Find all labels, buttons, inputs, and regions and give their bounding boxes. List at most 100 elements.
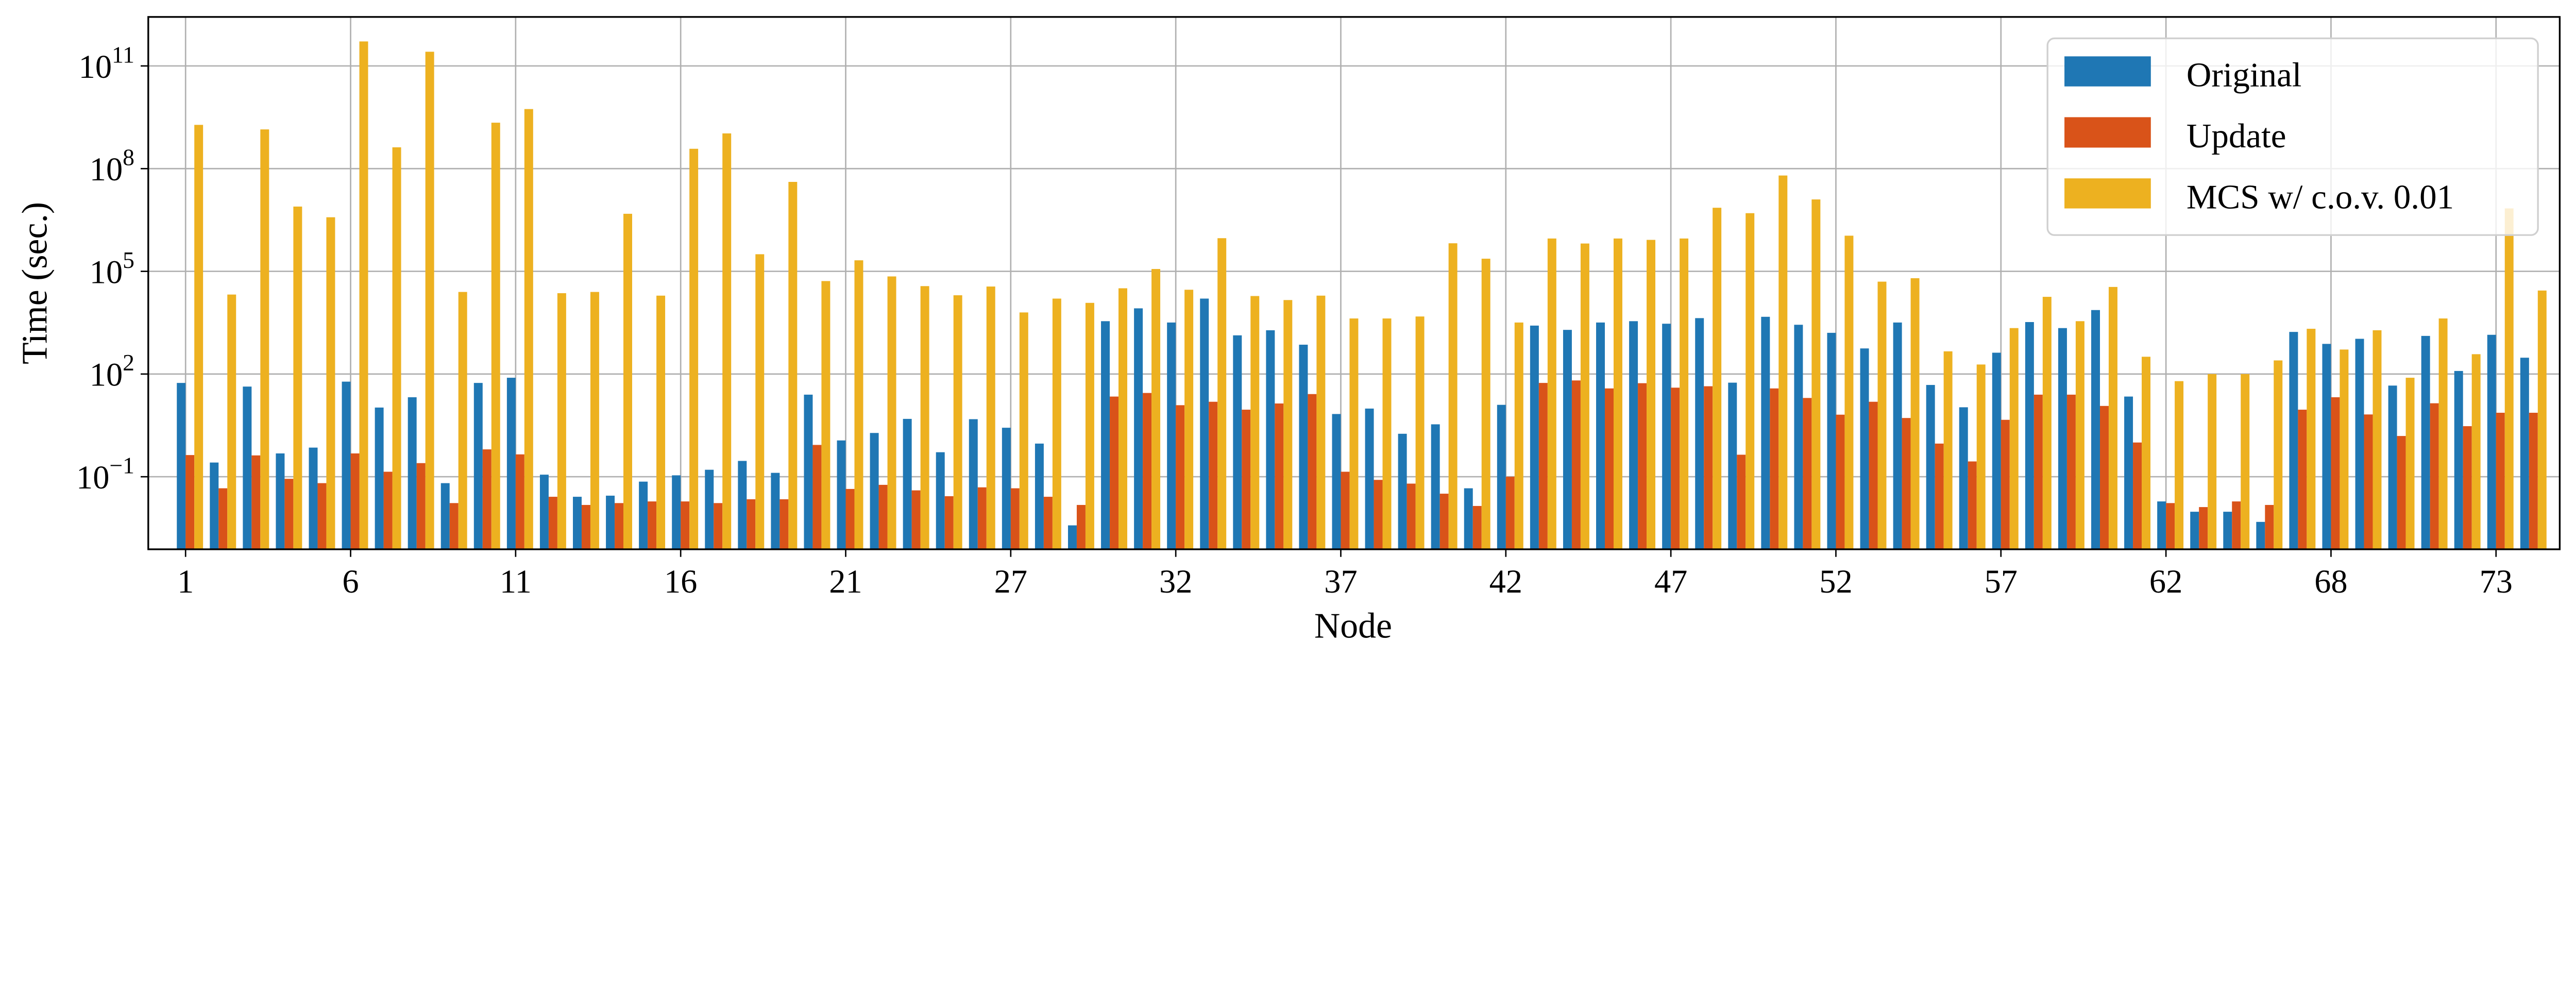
bar-original: [1992, 352, 2001, 550]
bar-update: [1374, 480, 1383, 550]
bar-update: [185, 455, 195, 550]
bar-mcs: [1151, 269, 1161, 550]
bar-update: [416, 463, 426, 550]
bar-original: [1464, 488, 1473, 550]
bar-original: [2190, 512, 2199, 550]
bar-update: [548, 497, 557, 550]
bar-original: [837, 440, 846, 550]
bar-mcs: [689, 148, 699, 550]
bar-mcs: [2372, 330, 2382, 550]
y-axis-label: Time (sec.): [15, 202, 55, 364]
bar-original: [738, 461, 747, 550]
bar-mcs: [722, 133, 732, 550]
bar-update: [1010, 488, 1020, 550]
bar-original: [1629, 321, 1638, 550]
bar-original: [2388, 385, 2397, 550]
bar-mcs: [392, 147, 401, 550]
bar-original: [1530, 325, 1539, 550]
bar-original: [1497, 404, 1506, 550]
bar-update: [1902, 418, 1911, 550]
bar-update: [1176, 405, 1185, 550]
bar-update: [2298, 410, 2307, 550]
bar-mcs: [1910, 278, 1920, 550]
bar-original: [1332, 414, 1341, 550]
legend: Original Update MCS w/ c.o.v. 0.01: [2046, 37, 2539, 236]
bar-mcs: [2471, 354, 2481, 550]
x-tick-label: 1: [177, 563, 194, 600]
bar-mcs: [1680, 238, 1689, 550]
bar-mcs: [2340, 349, 2349, 550]
bar-mcs: [1316, 295, 1326, 550]
bar-original: [1035, 443, 1044, 550]
bar-original: [573, 497, 582, 550]
bar-mcs: [1514, 322, 1523, 550]
bar-original: [1827, 332, 1836, 550]
bar-update: [845, 488, 855, 550]
bar-mcs: [590, 292, 599, 550]
bar-update: [1968, 461, 1977, 550]
bar-update: [2496, 413, 2505, 550]
bar-update: [1043, 497, 1053, 550]
bar-mcs: [2504, 208, 2514, 550]
bar-mcs: [2009, 328, 2019, 550]
plot-frame: [147, 16, 2561, 550]
bar-original: [2223, 512, 2232, 550]
bar-mcs: [623, 213, 632, 550]
bar-original: [2421, 335, 2430, 550]
bar-update: [878, 484, 888, 550]
bar-original: [936, 452, 945, 550]
x-tick-label: 6: [342, 563, 359, 600]
legend-swatch-mcs: [2064, 178, 2151, 209]
bar-original: [1794, 325, 1803, 550]
bar-mcs: [1811, 199, 1821, 550]
bar-original: [375, 407, 384, 550]
bar-update: [1209, 401, 1218, 550]
bar-update: [1242, 410, 1251, 550]
legend-swatch-original: [2064, 56, 2151, 87]
bar-update: [581, 504, 590, 550]
bar-update: [2265, 504, 2274, 550]
bar-mcs: [1647, 240, 1656, 550]
bar-mcs: [1415, 316, 1425, 550]
x-tick-label: 62: [2149, 563, 2182, 600]
bar-mcs: [326, 217, 335, 550]
bar-mcs: [854, 260, 863, 550]
bar-mcs: [986, 286, 995, 550]
bar-mcs: [1217, 238, 1227, 550]
bar-update: [1472, 505, 1482, 550]
bar-update: [251, 455, 261, 550]
bar-mcs: [1613, 238, 1622, 550]
y-tick-label: 105: [90, 247, 134, 291]
bar-mcs: [1052, 298, 1061, 550]
bar-mcs: [1943, 351, 1953, 550]
x-tick-label: 57: [1985, 563, 2018, 600]
legend-label-original: Original: [2187, 56, 2302, 94]
bar-mcs: [1580, 243, 1589, 550]
bar-update: [2232, 501, 2241, 550]
bar-mcs: [887, 276, 896, 550]
bar-original: [804, 394, 813, 550]
bar-original: [1134, 308, 1143, 550]
bar-mcs: [2241, 374, 2250, 550]
bar-original: [276, 453, 285, 550]
bar-mcs: [2208, 374, 2217, 550]
legend-label-mcs: MCS w/ c.o.v. 0.01: [2187, 178, 2454, 216]
bar-update: [2099, 406, 2109, 550]
bar-mcs: [2307, 329, 2316, 550]
bar-update: [2463, 426, 2472, 550]
bar-update: [977, 487, 987, 550]
bar-original: [2454, 370, 2463, 550]
legend-label-update: Update: [2187, 116, 2286, 155]
bar-original: [1728, 382, 1737, 550]
bar-original: [2256, 521, 2265, 550]
bar-mcs: [1844, 235, 1854, 550]
bar-update: [1308, 394, 1317, 550]
bar-mcs: [821, 281, 831, 550]
bar-original: [903, 418, 912, 550]
y-tick-label: 1011: [79, 41, 134, 85]
bar-update: [1704, 386, 1713, 550]
bar-original: [1200, 298, 1209, 550]
x-tick-label: 68: [2314, 563, 2347, 600]
